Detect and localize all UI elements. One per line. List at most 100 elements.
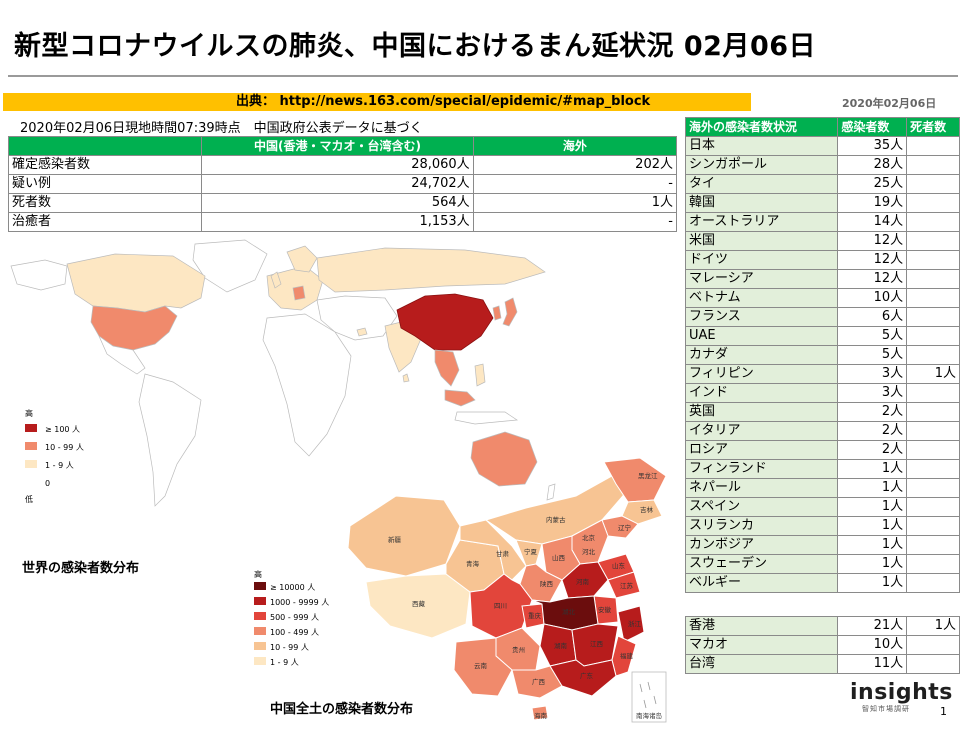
country-deaths — [906, 212, 960, 232]
country-deaths — [906, 459, 960, 479]
province-label: 江西 — [590, 640, 604, 648]
country-name: ドイツ — [684, 250, 839, 270]
south-america-shape — [138, 373, 202, 507]
world-legend-swatch — [25, 424, 37, 432]
country-name: カンボジア — [684, 535, 839, 555]
africa-shape — [262, 313, 352, 457]
table-row: カンボジア 1人 — [684, 535, 960, 555]
summary-header-china: 中国(香港・マカオ・台湾含む) — [201, 136, 474, 156]
province-label: 湖南 — [554, 641, 568, 650]
province-label: 广东 — [580, 671, 594, 680]
overseas-cases-table: 海外の感染者数状況 感染者数 死者数 日本 35人 シンガポール 28人 タイ 25人 韓国 19人… — [684, 117, 960, 593]
page-title: 新型コロナウイルスの肺炎、中国におけるまん延状況 02月06日 — [14, 31, 817, 62]
table-row: 米国 12人 — [684, 231, 960, 251]
country-cases: 5人 — [837, 326, 908, 346]
province-label: 福建 — [620, 651, 634, 660]
country-name: マレーシア — [684, 269, 839, 289]
summary-header-row: 中国(香港・マカオ・台湾含む) 海外 — [7, 136, 678, 156]
logo-text: insights — [850, 680, 953, 705]
summary-china-value: 24,702人 — [201, 174, 474, 194]
country-deaths — [906, 231, 960, 251]
uae-shape — [356, 327, 368, 337]
south-china-sea-inset — [631, 671, 667, 723]
china-legend-label: ≥ 10000 人 — [270, 583, 315, 592]
country-name: フィンランド — [684, 459, 839, 479]
world-legend-high: 高 — [25, 408, 33, 418]
region-name: 台湾 — [684, 654, 839, 674]
country-name: フランス — [684, 307, 839, 327]
province-label: 江苏 — [620, 581, 634, 590]
table-row: カナダ 5人 — [684, 345, 960, 365]
province-label: 青海 — [466, 559, 480, 568]
region-cases: 10人 — [837, 635, 908, 655]
table-row: ベトナム 10人 — [684, 288, 960, 308]
summary-china-value: 1,153人 — [201, 212, 474, 232]
country-name: スリランカ — [684, 516, 839, 536]
country-deaths — [906, 288, 960, 308]
summary-label: 治癒者 — [7, 212, 203, 232]
country-deaths — [906, 497, 960, 517]
country-name: UAE — [684, 326, 839, 346]
world-legend-swatch — [25, 478, 37, 486]
table-row: フィリピン 3人 1人 — [684, 364, 960, 384]
summary-china-value: 564人 — [201, 193, 474, 213]
source-link[interactable]: 出典： http://news.163.com/special/epidemic… — [236, 94, 651, 109]
scandinavia-shape — [286, 245, 318, 273]
page-number: 1 — [940, 705, 947, 718]
summary-overseas-value: - — [472, 212, 678, 232]
russia-shape — [316, 247, 546, 293]
table-row: 韓国 19人 — [684, 193, 960, 213]
country-cases: 2人 — [837, 440, 908, 460]
country-cases: 12人 — [837, 269, 908, 289]
region-name: マカオ — [684, 635, 839, 655]
special-regions-table: 香港 21人 1人 マカオ 10人 台湾 11人 — [684, 616, 960, 674]
table-row: タイ 25人 — [684, 174, 960, 194]
canada-shape — [66, 253, 206, 313]
country-cases: 5人 — [837, 345, 908, 365]
summary-header-blank — [7, 136, 203, 156]
country-deaths — [906, 345, 960, 365]
world-legend-label: ≥ 100 人 — [45, 425, 80, 434]
province-tibet — [365, 573, 471, 639]
province-label: 重庆 — [528, 611, 542, 620]
world-map: 高 ≥ 100 人 10 - 99 人 1 - 9 人 0 低 — [10, 239, 556, 507]
summary-row-confirmed: 確定感染者数 28,060人 202人 — [7, 155, 678, 175]
country-deaths — [906, 326, 960, 346]
table-row: ロシア 2人 — [684, 440, 960, 460]
country-cases: 2人 — [837, 421, 908, 441]
world-legend-label: 1 - 9 人 — [45, 461, 74, 470]
indonesia-shape — [454, 411, 519, 425]
country-deaths — [906, 421, 960, 441]
table-row: ネパール 1人 — [684, 478, 960, 498]
country-name: ロシア — [684, 440, 839, 460]
province-label: 河南 — [576, 577, 590, 586]
table-row: マカオ 10人 — [684, 635, 960, 655]
province-label: 浙江 — [628, 619, 642, 628]
world-legend: ≥ 100 人 10 - 99 人 1 - 9 人 0 — [25, 424, 84, 488]
country-cases: 1人 — [837, 573, 908, 593]
summary-label: 疑い例 — [7, 174, 203, 194]
china-legend-label: 100 - 499 人 — [270, 628, 319, 637]
province-label: 内蒙古 — [546, 515, 566, 524]
country-name: スペイン — [684, 497, 839, 517]
country-name: ベルギー — [684, 573, 839, 593]
province-label: 甘肃 — [496, 549, 510, 558]
country-name: 英国 — [684, 402, 839, 422]
country-cases: 1人 — [837, 554, 908, 574]
country-name: タイ — [684, 174, 839, 194]
germany-shape — [292, 285, 306, 301]
summary-overseas-value: 1人 — [472, 193, 678, 213]
province-label: 陕西 — [540, 579, 554, 588]
province-label: 广西 — [532, 677, 546, 686]
sri-lanka-shape — [402, 373, 410, 383]
usa-shape — [90, 305, 178, 351]
country-name: ベトナム — [684, 288, 839, 308]
country-cases: 1人 — [837, 516, 908, 536]
source-highlight-bar — [3, 93, 751, 111]
table-row: マレーシア 12人 — [684, 269, 960, 289]
summary-china-value: 28,060人 — [201, 155, 474, 175]
country-cases: 28人 — [837, 155, 908, 175]
china-legend-swatch — [254, 582, 266, 590]
southeast-asia-shape — [434, 349, 460, 387]
table-row: オーストラリア 14人 — [684, 212, 960, 232]
